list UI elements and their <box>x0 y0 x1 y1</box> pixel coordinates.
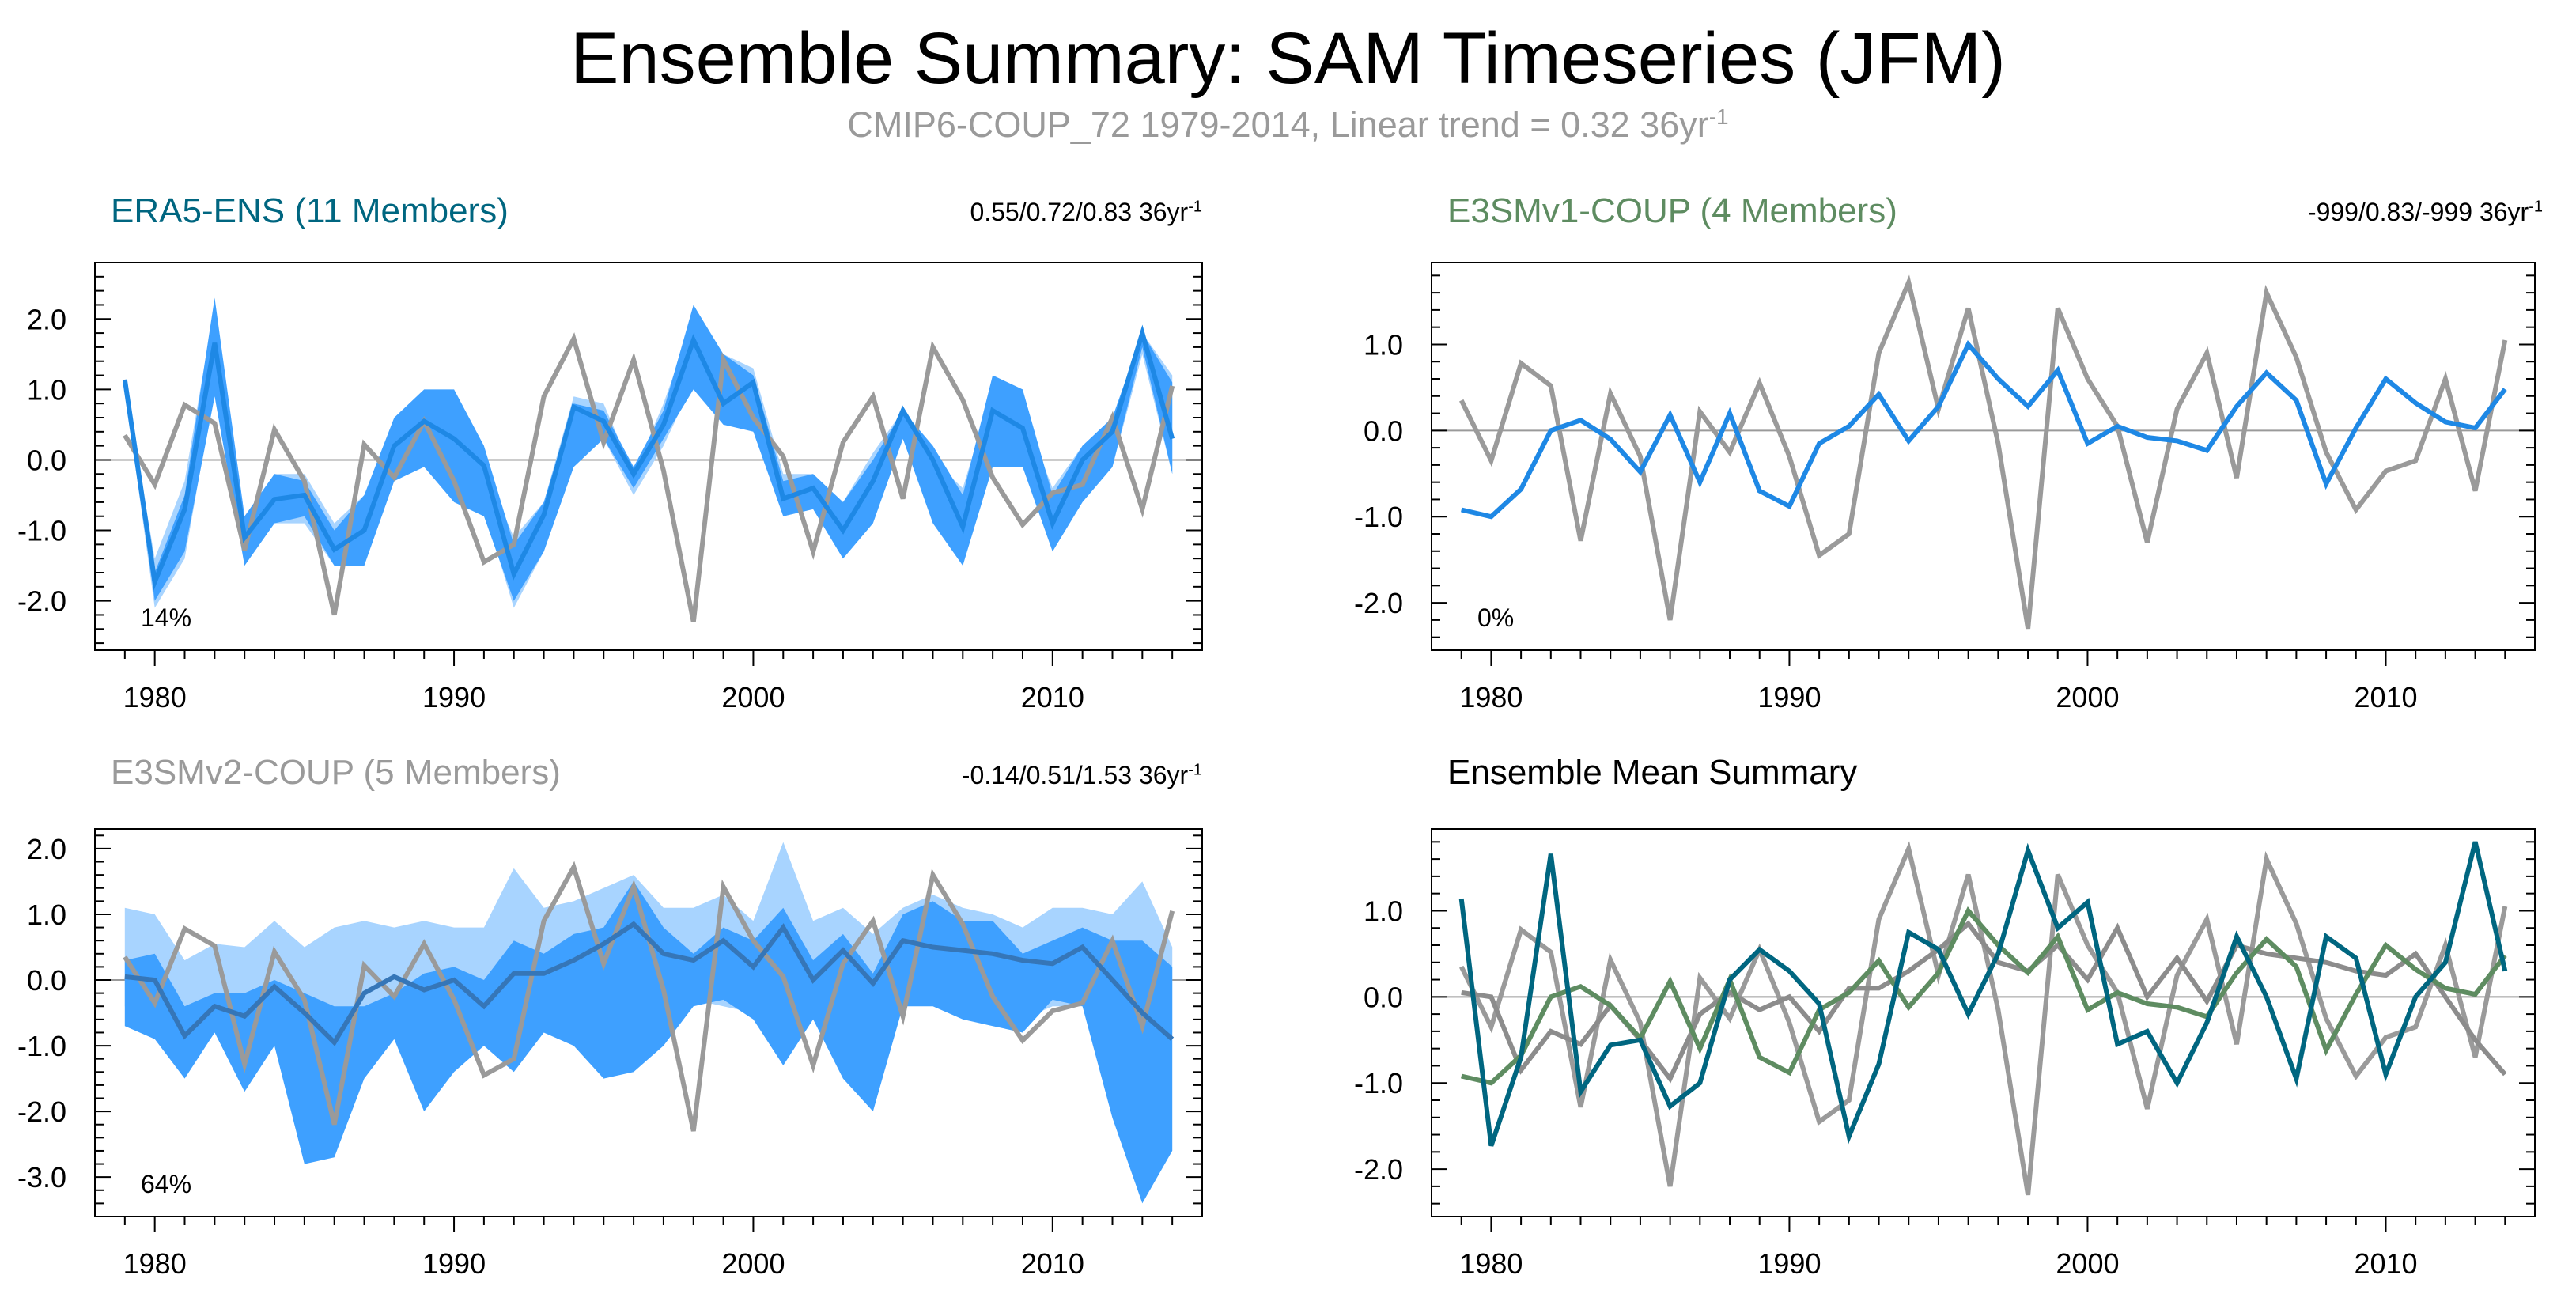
y-tick-label: -2.0 <box>17 585 66 618</box>
series-line-ensemble <box>122 324 1175 591</box>
y-tick-label: 0.0 <box>1364 414 1403 447</box>
y-tick-label: 0.0 <box>27 444 66 476</box>
panel-e3smv2-title: E3SMv2-COUP (5 Members) <box>111 753 561 792</box>
x-tick-label: 2000 <box>721 1247 785 1280</box>
panel-era5-trend-text: 0.55/0.72/0.83 36yr <box>970 198 1189 226</box>
spread-band <box>124 881 1173 1204</box>
x-tick-label: 2000 <box>2056 1247 2119 1280</box>
plot-frame <box>1431 828 2536 1217</box>
panel-era5: ERA5-ENS (11 Members) 0.55/0.72/0.83 36y… <box>0 0 1289 656</box>
y-tick-label: -3.0 <box>17 1161 66 1194</box>
percent-label: 64% <box>141 1170 191 1198</box>
y-tick-label: 1.0 <box>27 373 66 406</box>
x-tick-label: 1980 <box>123 681 187 713</box>
subtitle-text: CMIP6-COUP_72 1979-2014, Linear trend = … <box>847 104 1709 145</box>
x-tick-label: 1980 <box>123 1247 187 1280</box>
panel-era5-trend: 0.55/0.72/0.83 36yr-1 <box>970 198 1202 227</box>
panel-e3smv1-trend-sup: -1 <box>2529 198 2543 216</box>
panel-e3smv1-trend-text: -999/0.83/-999 36yr <box>2307 198 2529 226</box>
series-line-cmip6-coup-72 <box>1459 274 2508 630</box>
series-line-e3smv1-coup <box>1461 906 2507 1086</box>
y-tick-label: 1.0 <box>1364 895 1403 927</box>
x-tick-label: 2010 <box>2354 681 2417 713</box>
y-tick-label: -1.0 <box>17 1030 66 1062</box>
percent-label: 14% <box>141 604 191 632</box>
y-tick-label: 0.0 <box>27 964 66 997</box>
x-tick-label: 2010 <box>1021 1247 1084 1280</box>
figure-title: Ensemble Summary: SAM Timeseries (JFM) <box>570 18 2006 99</box>
plot-mean: 1.0 0.0 -1.0 -2.0 1980 1990 2000 2010 <box>1354 828 2536 1280</box>
panel-era5-trend-sup: -1 <box>1188 198 1202 216</box>
panel-e3smv1-trend: -999/0.83/-999 36yr-1 <box>2308 198 2543 227</box>
x-tick-label: 1990 <box>422 681 486 713</box>
y-tick-label: 0.0 <box>1364 981 1403 1013</box>
figure-subtitle: CMIP6-COUP_72 1979-2014, Linear trend = … <box>0 104 2576 146</box>
panel-e3smv1-title: E3SMv1-COUP (4 Members) <box>1447 191 1897 230</box>
y-tick-label: -2.0 <box>17 1095 66 1128</box>
x-tick-label: 2010 <box>2354 1247 2417 1280</box>
panel-e3smv1: E3SMv1-COUP (4 Members) -999/0.83/-999 3… <box>0 0 2576 656</box>
plot-frame <box>94 262 1203 651</box>
series-line-ensemble <box>1461 339 2507 520</box>
y-tick-label: 1.0 <box>1364 328 1403 361</box>
x-tick-label: 1980 <box>1459 1247 1523 1280</box>
panel-e3smv2: E3SMv2-COUP (5 Members) -0.14/0.51/1.53 … <box>111 753 1202 792</box>
y-tick-label: -2.0 <box>1354 587 1403 619</box>
x-tick-label: 2000 <box>2056 681 2119 713</box>
plot-frame <box>94 828 1203 1217</box>
x-tick-label: 2010 <box>1021 681 1084 713</box>
x-tick-label: 1980 <box>1459 681 1523 713</box>
panel-e3smv2-trend-text: -0.14/0.51/1.53 36yr <box>961 761 1189 789</box>
series-line-cmip6-coup-72 <box>1459 841 2508 1196</box>
y-tick-label: -1.0 <box>1354 1067 1403 1099</box>
series-line-era5-ens <box>1458 841 2508 1147</box>
y-tick-label: 1.0 <box>27 899 66 931</box>
panel-e3smv2-trend-sup: -1 <box>1188 761 1202 779</box>
x-tick-label: 1990 <box>422 1247 486 1280</box>
x-tick-label: 1990 <box>1757 1247 1821 1280</box>
panel-era5-title: ERA5-ENS (11 Members) <box>111 191 509 230</box>
plot-era5: 2.0 1.0 0.0 -1.0 -2.0 1980 1990 2000 2010 14% <box>17 262 1203 713</box>
plot-e3smv2: 2.0 1.0 0.0 -1.0 -2.0 -3.0 1980 1990 2000 2010 64% <box>17 828 1203 1280</box>
panel-e3smv2-trend: -0.14/0.51/1.53 36yr-1 <box>962 761 1202 790</box>
y-tick-label: 2.0 <box>27 303 66 335</box>
x-tick-label: 1990 <box>1757 681 1821 713</box>
y-tick-label: -1.0 <box>1354 501 1403 533</box>
plot-e3smv1: 1.0 0.0 -1.0 -2.0 1980 1990 2000 2010 0% <box>1354 262 2536 713</box>
subtitle-superscript: -1 <box>1708 104 1729 129</box>
y-tick-label: -2.0 <box>1354 1153 1403 1186</box>
plot-frame <box>1431 262 2536 651</box>
x-tick-label: 2000 <box>721 681 785 713</box>
y-tick-label: 2.0 <box>27 833 66 865</box>
series-line-e3smv2-coup <box>1461 920 2507 1084</box>
series-line-ensemble <box>124 921 1175 1046</box>
y-tick-label: -1.0 <box>17 515 66 547</box>
percent-label: 0% <box>1477 604 1514 632</box>
series-line-cmip6-coup-72 <box>123 332 1175 622</box>
panel-mean-title: Ensemble Mean Summary <box>1447 753 1858 792</box>
